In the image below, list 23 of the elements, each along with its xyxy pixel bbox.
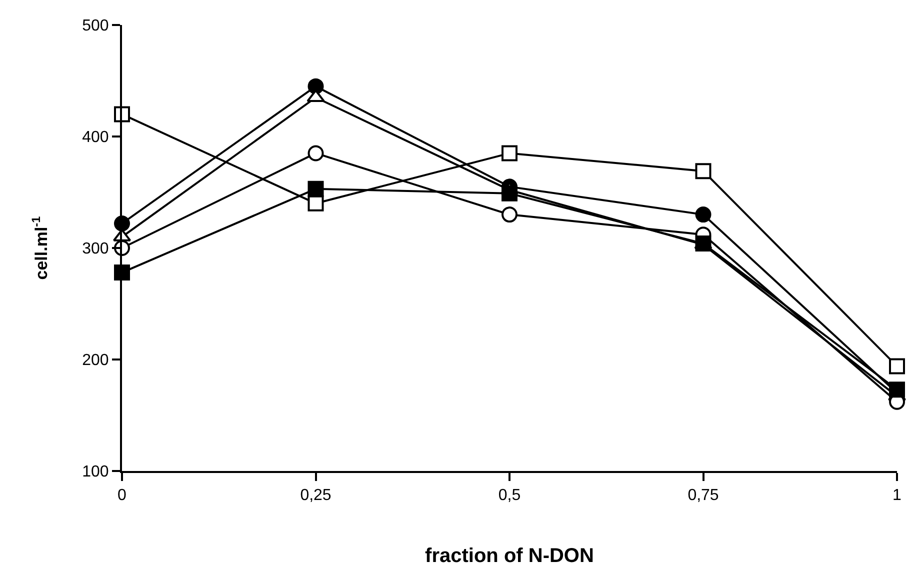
point: [695, 236, 712, 252]
x-tick-label: 0,5: [498, 487, 521, 504]
y-tick-label: 200: [82, 352, 109, 370]
y-tick-label: 100: [82, 464, 109, 481]
y-tick-label: 300: [82, 240, 109, 258]
y-tick-label: 400: [82, 129, 109, 146]
x-tick-label: 0,75: [688, 487, 719, 504]
x-tick-label: 1: [892, 487, 902, 504]
y-tick-label: 500: [82, 18, 109, 35]
point: [308, 78, 324, 94]
point: [308, 195, 324, 212]
point: [502, 185, 518, 202]
x-tick-label: 0: [118, 487, 127, 504]
point: [502, 145, 518, 162]
x-tick-label: 0,25: [300, 487, 332, 504]
point: [308, 145, 324, 162]
point: [695, 163, 712, 180]
x-axis-title: fraction of N-DON: [425, 545, 594, 568]
point: [889, 382, 905, 398]
point: [308, 180, 324, 197]
point: [695, 206, 712, 223]
point: [502, 206, 518, 223]
point: [889, 358, 905, 374]
